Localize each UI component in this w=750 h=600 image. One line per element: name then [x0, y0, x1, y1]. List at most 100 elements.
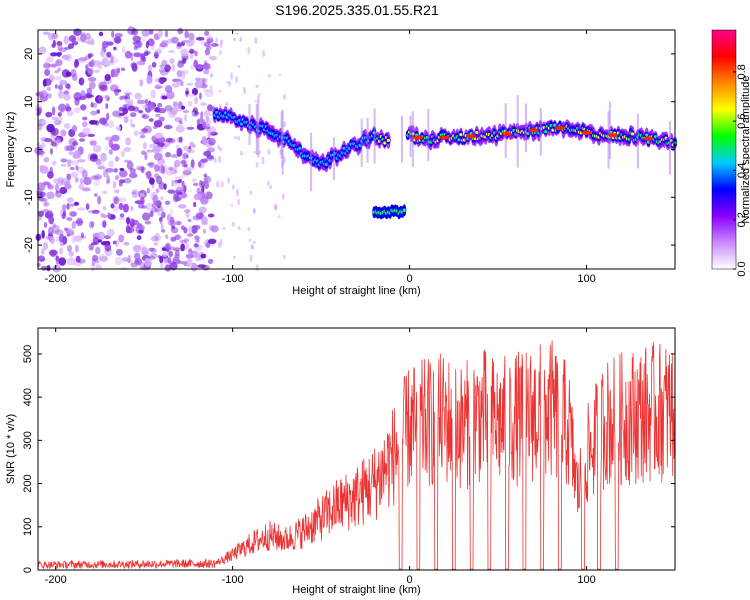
noise-blob — [63, 94, 71, 101]
noise-blob — [77, 207, 86, 211]
noise-blob — [185, 90, 190, 95]
noise-blob — [183, 145, 189, 151]
noise-blob — [170, 36, 179, 44]
noise-blob — [198, 206, 207, 214]
noise-blob — [73, 201, 80, 206]
noise-blob — [74, 220, 84, 224]
noise-blob — [262, 50, 266, 58]
noise-blob — [157, 136, 166, 143]
noise-blob — [196, 187, 201, 194]
noise-blob — [197, 244, 204, 251]
noise-blob — [238, 39, 242, 42]
noise-blob — [102, 220, 107, 228]
noise-blob — [164, 264, 172, 272]
noise-blob — [121, 46, 126, 54]
noise-blob — [196, 118, 205, 124]
noise-blob — [155, 113, 161, 118]
ridge-peak — [501, 132, 512, 136]
noise-blob — [205, 126, 211, 130]
noise-blob — [195, 36, 205, 41]
noise-blob — [122, 203, 129, 213]
noise-blob — [230, 72, 233, 80]
noise-blob — [175, 124, 185, 133]
noise-blob — [237, 198, 241, 206]
noise-blob — [161, 95, 168, 100]
noise-blob — [180, 192, 188, 199]
noise-blob — [46, 265, 51, 272]
noise-blob — [105, 179, 110, 185]
noise-blob — [206, 38, 214, 44]
noise-blob — [118, 234, 125, 243]
noise-blob — [85, 32, 91, 40]
noise-blob — [139, 134, 146, 139]
noise-blob — [118, 182, 123, 187]
noise-blob — [183, 185, 187, 194]
noise-blob — [106, 112, 110, 121]
noise-blob — [73, 235, 83, 242]
snr-x-label: Height of straight line (km) — [292, 584, 420, 596]
noise-blob — [47, 226, 54, 236]
noise-blob — [105, 103, 109, 109]
colorbar-tick-label: 0.0 — [736, 261, 748, 276]
noise-blob — [197, 161, 202, 168]
noise-blob — [158, 116, 165, 122]
x-tick-label: -100 — [222, 273, 244, 285]
noise-blob — [95, 158, 102, 166]
noise-blob — [106, 175, 111, 184]
noise-blob — [255, 84, 259, 89]
y-tick-label: 200 — [22, 474, 34, 492]
noise-blob — [165, 137, 173, 143]
noise-blob — [231, 221, 235, 228]
noise-blob — [188, 248, 193, 252]
spectrogram-y-label: Frequency (Hz) — [5, 112, 17, 188]
noise-blob — [185, 211, 190, 218]
colorbar-tick-label: 0.6 — [736, 114, 748, 129]
noise-blob — [158, 216, 163, 222]
noise-blob — [161, 59, 168, 66]
noise-blob — [42, 78, 52, 87]
noise-blob — [148, 64, 152, 73]
noise-blob — [185, 253, 194, 259]
noise-blob — [83, 176, 92, 186]
noise-blob — [235, 32, 239, 36]
noise-blob — [181, 70, 189, 75]
noise-blob — [63, 227, 69, 231]
noise-blob — [266, 181, 270, 186]
noise-blob — [191, 87, 198, 96]
noise-blob — [175, 186, 184, 196]
noise-blob — [60, 163, 67, 167]
noise-blob — [59, 79, 68, 85]
noise-blob — [67, 159, 71, 168]
y-tick-label: 0 — [22, 567, 34, 573]
noise-blob — [179, 235, 183, 244]
noise-blob — [154, 78, 161, 83]
noise-blob — [112, 68, 120, 78]
noise-blob — [164, 30, 169, 38]
noise-blob — [98, 254, 106, 262]
noise-blob — [87, 133, 95, 137]
noise-blob — [100, 213, 106, 218]
noise-blob — [146, 75, 153, 85]
noise-blob — [69, 211, 77, 217]
noise-blob — [185, 87, 189, 94]
noise-blob — [149, 253, 158, 259]
noise-blob — [60, 158, 68, 163]
noise-blob — [247, 226, 251, 232]
noise-blob — [158, 181, 165, 190]
noise-blob — [165, 152, 171, 158]
noise-blob — [123, 177, 132, 184]
noise-blob — [165, 234, 169, 240]
noise-blob — [104, 146, 109, 151]
noise-blob — [144, 98, 149, 106]
noise-blob — [43, 62, 51, 69]
noise-blob — [141, 113, 146, 118]
noise-blob — [47, 93, 52, 99]
noise-blob — [137, 40, 141, 48]
noise-blob — [183, 238, 190, 243]
noise-blob — [94, 260, 100, 264]
noise-blob — [47, 32, 55, 41]
noise-blob — [130, 123, 136, 128]
noise-blob — [175, 77, 183, 85]
spectrogram-y-ticks: -20 -10 0 10 20 — [23, 48, 675, 253]
noise-blob — [52, 39, 56, 48]
